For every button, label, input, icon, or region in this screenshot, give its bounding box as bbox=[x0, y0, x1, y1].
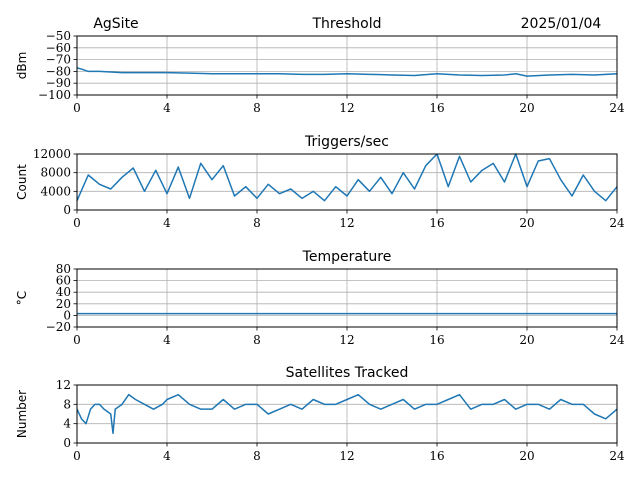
satellites-ytick-label: 4 bbox=[63, 417, 71, 431]
threshold-xtick-label: 16 bbox=[429, 101, 444, 115]
threshold-ylabel: dBm bbox=[15, 52, 29, 80]
triggers-title: Triggers/sec bbox=[304, 134, 389, 150]
satellites-ytick-label: 12 bbox=[56, 378, 71, 392]
satellites-series-line bbox=[76, 393, 618, 435]
temperature-xtick-label: 20 bbox=[519, 333, 534, 347]
threshold-ytick-label: −50 bbox=[46, 29, 71, 43]
temperature-ytick-label: 40 bbox=[56, 285, 71, 299]
triggers-ytick-label: 0 bbox=[63, 203, 71, 217]
satellites-xtick-label: 20 bbox=[519, 449, 534, 463]
threshold-ytick-label: −80 bbox=[46, 64, 71, 78]
satellites-ylabel: Number bbox=[15, 390, 29, 438]
satellites-xtick-label: 0 bbox=[73, 449, 81, 463]
triggers-ylabel: Count bbox=[15, 164, 29, 200]
triggers-ytick-label: 4000 bbox=[40, 184, 71, 198]
satellites-xtick-label: 12 bbox=[339, 449, 354, 463]
threshold-xtick-label: 12 bbox=[339, 101, 354, 115]
threshold-ytick-label: −70 bbox=[46, 53, 71, 67]
site-label: AgSite bbox=[93, 16, 138, 32]
threshold-series-line bbox=[76, 67, 618, 77]
satellites-xtick-label: 4 bbox=[163, 449, 171, 463]
triggers-ytick-label: 12000 bbox=[33, 147, 71, 161]
triggers-xtick-label: 0 bbox=[73, 216, 81, 230]
satellites-xtick-label: 16 bbox=[429, 449, 444, 463]
threshold-ytick-label: −60 bbox=[46, 41, 71, 55]
satellites-ytick-label: 8 bbox=[63, 397, 71, 411]
triggers-xtick-label: 4 bbox=[163, 216, 171, 230]
temperature-xtick-label: 8 bbox=[253, 333, 261, 347]
satellites-ytick-label: 0 bbox=[63, 436, 71, 450]
threshold-xtick-label: 0 bbox=[73, 101, 81, 115]
temperature-ytick-label: 0 bbox=[63, 308, 71, 322]
triggers-ytick-label: 8000 bbox=[40, 166, 71, 180]
temperature-title: Temperature bbox=[302, 249, 392, 265]
threshold-panel: 0 4 8 12 16 20 24 −100−90−80−70−60−50 Threshold d… bbox=[15, 16, 625, 115]
temperature-ytick-label: 60 bbox=[56, 274, 71, 288]
date-label: 2025/01/04 bbox=[521, 16, 602, 32]
temperature-ytick-label: 80 bbox=[56, 262, 71, 276]
threshold-ytick-label: −100 bbox=[38, 88, 71, 102]
satellites-xtick-label: 8 bbox=[253, 449, 261, 463]
triggers-xtick-label: 8 bbox=[253, 216, 261, 230]
threshold-xtick-label: 4 bbox=[163, 101, 171, 115]
threshold-title: Threshold bbox=[312, 16, 382, 32]
triggers-xtick-label: 20 bbox=[519, 216, 534, 230]
triggers-xtick-label: 12 bbox=[339, 216, 354, 230]
satellites-title: Satellites Tracked bbox=[286, 365, 409, 381]
temperature-ytick-label: −20 bbox=[46, 320, 71, 334]
temperature-xtick-label: 4 bbox=[163, 333, 171, 347]
temperature-ytick-label: 20 bbox=[56, 297, 71, 311]
satellites-xtick-label: 24 bbox=[609, 449, 625, 463]
threshold-xtick-label: 24 bbox=[609, 101, 625, 115]
temperature-xtick-label: 12 bbox=[339, 333, 354, 347]
triggers-xtick-label: 16 bbox=[429, 216, 444, 230]
threshold-xtick-label: 20 bbox=[519, 101, 534, 115]
temperature-xtick-label: 24 bbox=[609, 333, 625, 347]
temperature-ylabel: °C bbox=[15, 291, 29, 305]
threshold-xtick-label: 8 bbox=[253, 101, 261, 115]
triggers-panel: 0 4 8 12 16 20 24 0 4000 8000 12000 Triggers/sec Cou… bbox=[15, 134, 625, 230]
triggers-xtick-label: 24 bbox=[609, 216, 625, 230]
temperature-xtick-label: 0 bbox=[73, 333, 81, 347]
satellites-panel: 0 4 8 12 16 20 24 0 4 8 12 Satellites Tracked Number bbox=[15, 365, 625, 463]
chart-panels: 0 4 8 12 16 20 24 −100−90−80−70−60−50 Threshold d… bbox=[15, 16, 625, 463]
temperature-xtick-label: 16 bbox=[429, 333, 444, 347]
threshold-ytick-label: −90 bbox=[46, 76, 71, 90]
triggers-series-line bbox=[76, 153, 618, 202]
